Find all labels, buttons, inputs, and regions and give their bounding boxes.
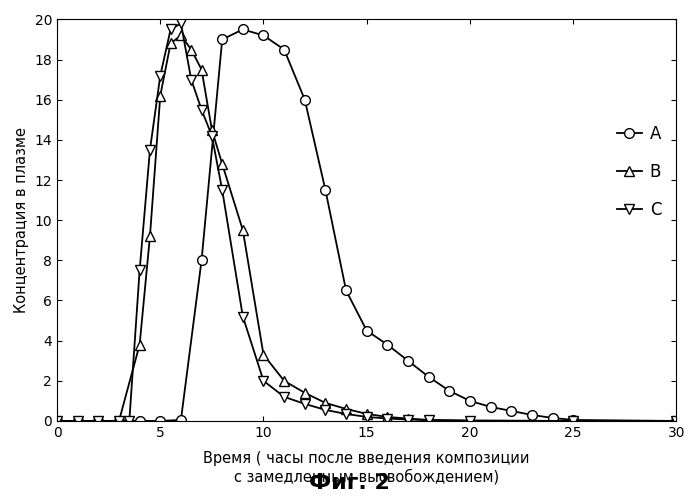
A: [487, 404, 495, 410]
B: [146, 233, 154, 239]
A: [301, 97, 309, 103]
A: [115, 418, 123, 424]
C: [136, 267, 144, 273]
B: [218, 161, 226, 167]
A: [342, 287, 350, 293]
B: [404, 415, 412, 421]
A: [672, 418, 681, 424]
A: [445, 388, 454, 394]
B: [94, 418, 103, 424]
C: [466, 418, 474, 424]
C: [146, 147, 154, 153]
A: [218, 36, 226, 42]
B: [280, 378, 288, 384]
C: [569, 418, 577, 424]
A: [136, 418, 144, 424]
A: [238, 26, 247, 32]
Y-axis label: Концентрация в плазме: Концентрация в плазме: [14, 127, 29, 313]
A: [507, 408, 515, 414]
B: [342, 406, 350, 412]
C: [115, 418, 123, 424]
X-axis label: Время ( часы после введения композиции
с замедленным высвобождением): Время ( часы после введения композиции с…: [203, 451, 530, 484]
B: [115, 418, 123, 424]
C: [259, 378, 268, 384]
A: [177, 417, 185, 423]
C: [424, 417, 433, 423]
C: [94, 418, 103, 424]
C: [197, 107, 206, 113]
A: [197, 257, 206, 263]
C: [238, 314, 247, 320]
B: [383, 414, 391, 420]
A: [156, 418, 164, 424]
C: [156, 73, 164, 79]
B: [322, 400, 330, 406]
C: [125, 418, 134, 424]
C: [383, 415, 391, 421]
A: [424, 374, 433, 380]
C: [53, 418, 62, 424]
B: [197, 67, 206, 73]
A: [73, 418, 82, 424]
A: [383, 342, 391, 348]
A: [363, 328, 371, 334]
B: [569, 418, 577, 424]
A: [94, 418, 103, 424]
B: [238, 227, 247, 233]
A: [322, 187, 330, 193]
C: [73, 418, 82, 424]
C: [301, 401, 309, 407]
A: [548, 415, 556, 421]
B: [363, 411, 371, 417]
Line: B: B: [52, 30, 682, 426]
C: [672, 418, 681, 424]
A: [259, 32, 268, 38]
C: [342, 411, 350, 417]
C: [363, 414, 371, 420]
B: [466, 417, 474, 423]
B: [166, 40, 175, 46]
C: [187, 77, 196, 83]
B: [177, 32, 185, 38]
A: [404, 358, 412, 364]
C: [208, 133, 216, 139]
B: [73, 418, 82, 424]
A: [53, 418, 62, 424]
A: [280, 46, 288, 52]
C: [166, 26, 175, 32]
Legend: A, B, C: A, B, C: [610, 119, 668, 226]
B: [259, 352, 268, 358]
Text: Фиг. 2: Фиг. 2: [309, 473, 390, 493]
Line: A: A: [52, 24, 682, 426]
B: [156, 93, 164, 99]
C: [177, 20, 185, 26]
A: [528, 412, 536, 418]
A: [569, 417, 577, 423]
B: [208, 127, 216, 133]
C: [404, 416, 412, 422]
B: [301, 390, 309, 396]
B: [672, 418, 681, 424]
B: [187, 46, 196, 52]
B: [53, 418, 62, 424]
C: [280, 394, 288, 400]
B: [136, 342, 144, 348]
A: [466, 398, 474, 404]
C: [322, 407, 330, 413]
B: [424, 417, 433, 423]
C: [218, 187, 226, 193]
Line: C: C: [52, 18, 682, 426]
